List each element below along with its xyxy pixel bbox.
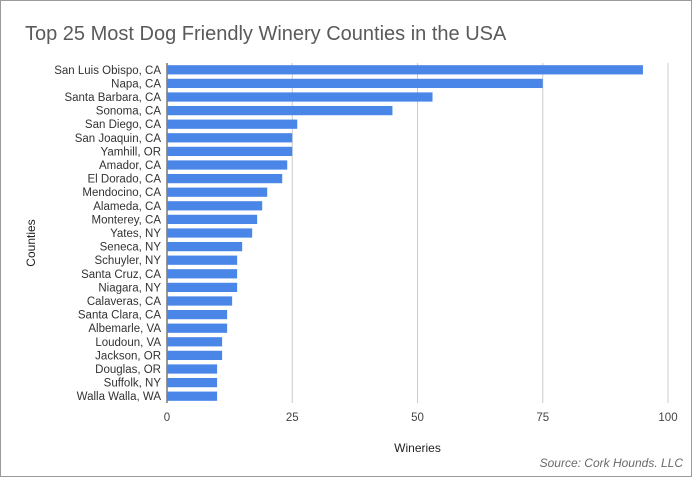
bar xyxy=(167,228,253,238)
category-label: Alameda, CA xyxy=(93,201,161,213)
category-label: Schuyler, NY xyxy=(95,255,162,267)
category-label: Douglas, OR xyxy=(95,364,161,376)
chart-source: Source: Cork Hounds. LLC xyxy=(539,456,683,470)
category-label: Suffolk, NY xyxy=(104,378,162,390)
bar xyxy=(167,255,238,265)
bar xyxy=(167,133,293,143)
bar xyxy=(167,187,268,197)
x-tick-label: 50 xyxy=(411,412,424,424)
category-label: Yamhill, OR xyxy=(101,146,162,158)
bar xyxy=(167,309,228,320)
category-label: San Joaquin, CA xyxy=(75,133,162,145)
bar xyxy=(167,391,218,401)
bar xyxy=(167,173,283,184)
category-label: Yates, NY xyxy=(110,228,161,240)
category-label: El Dorado, CA xyxy=(87,174,161,186)
bar xyxy=(167,296,233,306)
category-label: San Luis Obispo, CA xyxy=(54,65,161,77)
category-label: Mendocino, CA xyxy=(82,187,161,199)
bar xyxy=(167,350,223,361)
bar xyxy=(167,377,218,388)
bar xyxy=(167,323,228,333)
category-label: Sonoma, CA xyxy=(96,106,162,118)
category-label: Niagara, NY xyxy=(98,282,161,294)
x-tick-label: 0 xyxy=(164,412,170,424)
bar xyxy=(167,65,643,75)
category-label: Santa Cruz, CA xyxy=(81,269,161,281)
category-label: Seneca, NY xyxy=(100,242,162,254)
y-axis-title: Counties xyxy=(24,219,38,266)
bar xyxy=(167,146,293,157)
bar xyxy=(167,282,238,293)
bar xyxy=(167,92,433,102)
category-label: Calaveras, CA xyxy=(87,296,161,308)
bar xyxy=(167,201,263,211)
chart-title: Top 25 Most Dog Friendly Winery Counties… xyxy=(25,23,507,45)
bar xyxy=(167,241,243,252)
category-label: Walla Walla, WA xyxy=(77,391,162,403)
bar xyxy=(167,160,288,170)
bar xyxy=(167,269,238,279)
category-label: Monterey, CA xyxy=(92,214,162,226)
bar xyxy=(167,214,258,225)
category-label: Santa Clara, CA xyxy=(78,310,161,322)
category-label: Loudoun, VA xyxy=(95,337,161,349)
category-label: Napa, CA xyxy=(111,78,161,90)
x-tick-label: 25 xyxy=(286,412,299,424)
bar xyxy=(167,337,223,347)
category-label: Amador, CA xyxy=(99,160,161,172)
category-label: Albemarle, VA xyxy=(88,323,161,335)
x-tick-label: 100 xyxy=(658,412,677,424)
category-label: San Diego, CA xyxy=(85,119,161,131)
bar xyxy=(167,364,218,374)
category-label: Santa Barbara, CA xyxy=(64,92,161,104)
category-label: Jackson, OR xyxy=(95,350,161,362)
x-axis-title: Wineries xyxy=(394,441,441,455)
x-tick-label: 75 xyxy=(536,412,549,424)
bar xyxy=(167,78,543,89)
bar xyxy=(167,105,393,116)
bar xyxy=(167,119,298,129)
